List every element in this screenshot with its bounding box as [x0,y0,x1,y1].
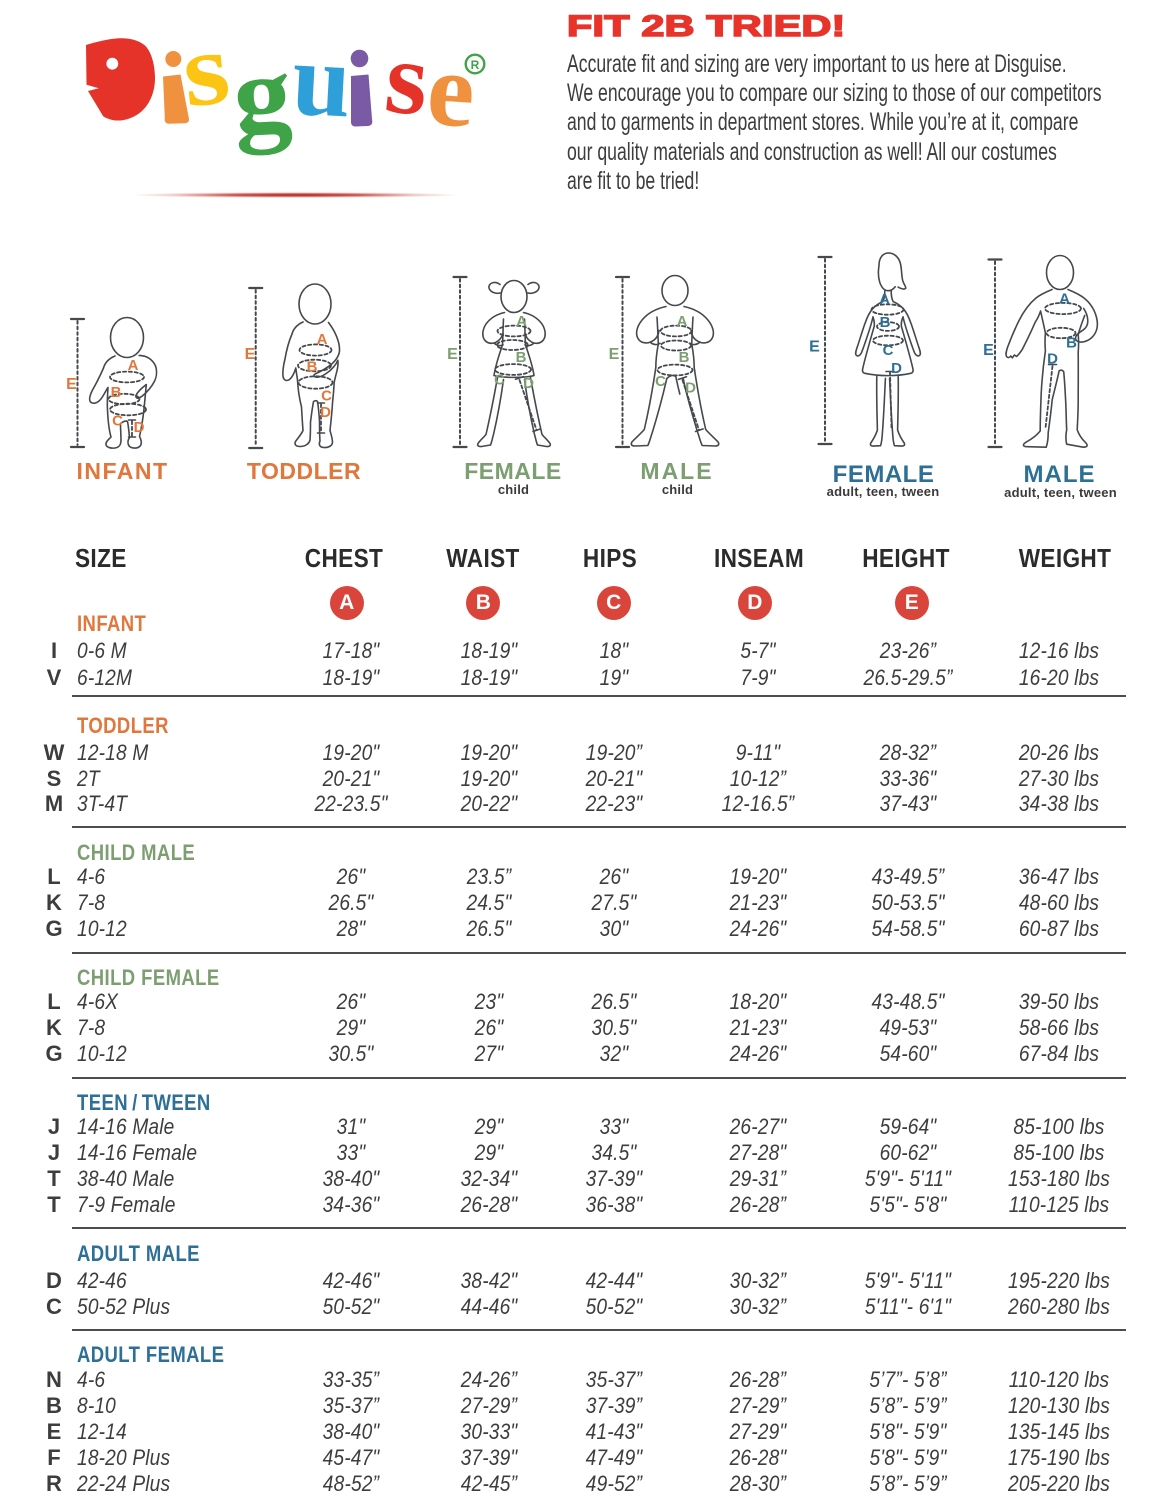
svg-text:u: u [290,20,354,140]
svg-text:D: D [1047,351,1058,368]
svg-text:D: D [523,375,534,392]
svg-text:C: C [112,413,123,430]
svg-text:A: A [677,313,688,330]
svg-text:B: B [1066,335,1077,352]
svg-text:A: A [879,291,890,308]
svg-text:A: A [516,313,527,330]
svg-text:B: B [111,384,122,401]
svg-text:g: g [230,32,294,157]
svg-text:R: R [471,58,480,72]
svg-text:C: C [883,342,894,359]
svg-text:E: E [809,339,820,356]
svg-text:C: C [321,388,332,405]
svg-text:E: E [609,346,620,363]
svg-text:A: A [317,331,328,348]
svg-text:e: e [424,30,479,150]
svg-text:A: A [128,357,139,374]
svg-text:D: D [891,360,902,377]
svg-text:D: D [320,404,331,421]
svg-text:E: E [245,346,256,363]
svg-text:E: E [447,346,458,363]
svg-text:B: B [307,359,318,376]
svg-text:A: A [1059,291,1070,308]
svg-text:D: D [134,419,145,436]
svg-text:B: B [880,314,891,331]
svg-text:B: B [679,349,690,366]
svg-text:E: E [66,376,77,393]
svg-text:E: E [983,342,994,359]
svg-text:C: C [494,372,505,389]
svg-text:D: D [685,380,696,397]
svg-text:C: C [655,373,666,390]
svg-text:B: B [516,349,527,366]
